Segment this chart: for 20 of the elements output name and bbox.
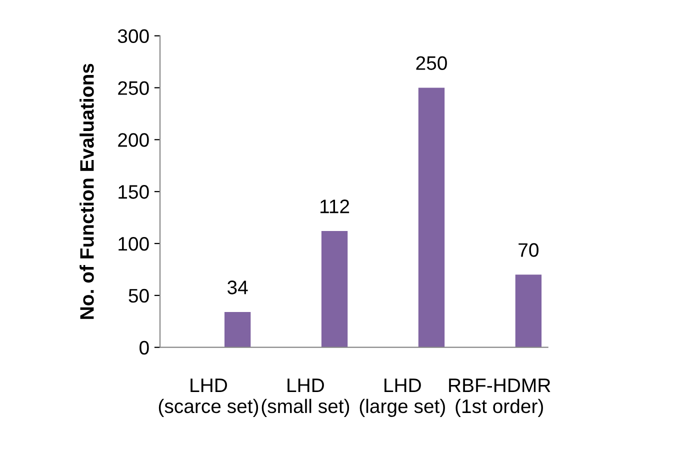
y-tick-label: 200	[118, 133, 149, 147]
bar	[224, 312, 251, 348]
data-label: 34	[228, 280, 248, 294]
data-label: 112	[320, 200, 350, 214]
data-label: 250	[416, 56, 447, 70]
x-tick-label: RBF-HDMR (1st order)	[449, 378, 550, 417]
y-tick-label: 50	[128, 288, 149, 303]
y-tick-label: 250	[118, 81, 149, 95]
x-tick-label: LHD (scarce set)	[158, 378, 258, 417]
y-axis-title: No. of Function Evaluations	[80, 64, 94, 319]
y-tick-label: 300	[118, 29, 149, 44]
bar	[321, 231, 348, 348]
bar	[515, 274, 542, 348]
y-tick-label: 0	[140, 340, 149, 355]
y-tick-label: 150	[118, 185, 149, 199]
x-tick-label: LHD (small set)	[262, 378, 350, 417]
x-tick-label: LHD (large set)	[360, 378, 445, 417]
data-label: 70	[518, 243, 538, 257]
bar	[418, 88, 445, 348]
y-tick-label: 100	[118, 236, 149, 251]
